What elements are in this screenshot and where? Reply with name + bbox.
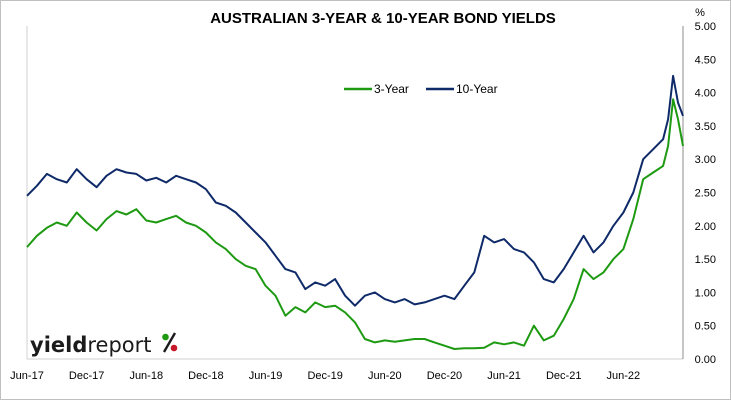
x-tick-label: Dec-21 [546, 370, 581, 382]
x-tick-label: Jun-19 [249, 370, 283, 382]
y-tick-label: 4.00 [695, 88, 716, 100]
y-tick-label: 3.50 [695, 121, 716, 133]
x-tick-label: Jun-20 [368, 370, 402, 382]
chart-title: AUSTRALIAN 3-YEAR & 10-YEAR BOND YIELDS [210, 10, 556, 27]
legend-label-10-year: 10-Year [456, 82, 498, 96]
x-tick-label: Jun-22 [607, 370, 641, 382]
x-tick-label: Dec-17 [69, 370, 104, 382]
yieldreport-logo: yieldreport [30, 332, 178, 357]
x-tick-label: Jun-21 [487, 370, 521, 382]
x-tick-label: Jun-18 [129, 370, 163, 382]
y-tick-label: 5.00 [695, 21, 716, 33]
y-tick-label: 0.50 [695, 321, 716, 333]
y-tick-label: 4.50 [695, 54, 716, 66]
y-tick-label: 1.50 [695, 254, 716, 266]
y-tick-label: 2.50 [695, 188, 716, 200]
y-tick-label: 0.00 [695, 354, 716, 366]
legend-label-3-year: 3-Year [374, 82, 409, 96]
series-layer [26, 74, 684, 350]
legend: 3-Year 10-Year [344, 82, 498, 96]
series-line-3-year [26, 98, 684, 350]
x-tick-label: Dec-20 [427, 370, 462, 382]
y-unit-label: % [695, 7, 705, 19]
y-tick-label: 2.00 [695, 221, 716, 233]
x-tick-label: Jun-17 [10, 370, 44, 382]
logo-wordmark: yieldreport [30, 333, 152, 357]
x-tick-label: Dec-18 [188, 370, 223, 382]
y-axis-ticks: 0.00 0.50 1.00 1.50 2.00 2.50 3.00 3.50 4.00 4.50… [695, 21, 716, 366]
percent-icon [162, 332, 178, 353]
logo-word-bold: yield [30, 333, 87, 357]
x-axis-ticks: Jun-17 Dec-17 Jun-18 Dec-18 Jun-19 Dec-19 Jun-… [10, 370, 640, 382]
y-tick-label: 3.00 [695, 154, 716, 166]
x-tick-label: Dec-19 [307, 370, 342, 382]
series-line-10-year [26, 74, 684, 307]
y-tick-label: 1.00 [695, 287, 716, 299]
logo-word-regular: report [87, 333, 151, 357]
